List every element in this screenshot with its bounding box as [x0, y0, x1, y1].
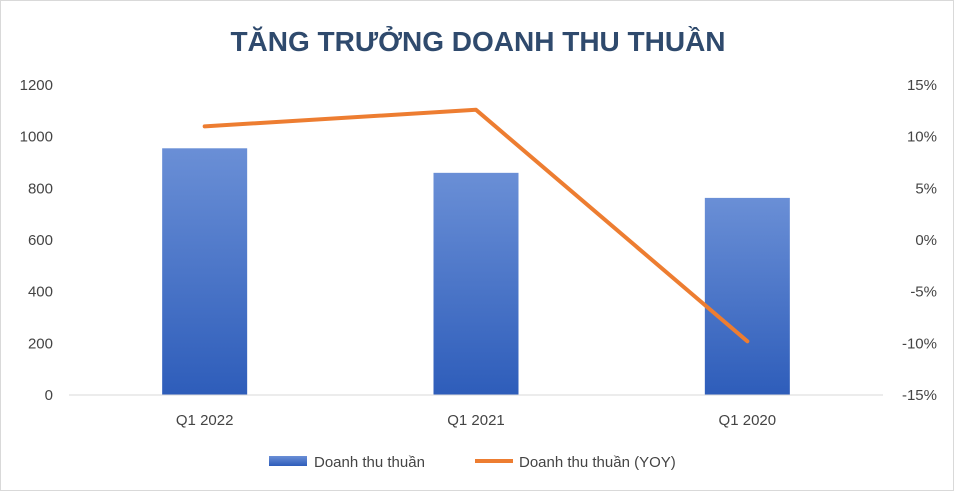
category-label: Q1 2022 [176, 412, 234, 429]
left-tick-label: 1000 [20, 129, 53, 146]
left-tick-label: 600 [28, 232, 53, 249]
bar [162, 148, 248, 395]
chart-title: TĂNG TRƯỞNG DOANH THU THUẦN [230, 25, 725, 57]
right-tick-label: 10% [907, 129, 937, 146]
legend-label-bar: Doanh thu thuần [314, 454, 425, 471]
bar [433, 172, 519, 395]
left-tick-label: 200 [28, 335, 53, 352]
category-labels: Q1 2022 Q1 2021 Q1 2020 [176, 412, 776, 429]
right-tick-label: -5% [910, 284, 937, 301]
yoy-line [202, 107, 750, 344]
yoy-line-series [202, 107, 750, 344]
left-tick-label: 1200 [20, 77, 53, 94]
bar-series [162, 148, 790, 395]
legend-swatch-bar [269, 456, 307, 466]
right-tick-label: 0% [915, 232, 937, 249]
category-label: Q1 2020 [719, 412, 777, 429]
right-axis: -15% -10% -5% 0% 5% 10% 15% [902, 77, 937, 404]
legend: Doanh thu thuần Doanh thu thuần (YOY) [269, 454, 676, 471]
left-axis: 0 200 400 600 800 1000 1200 [20, 77, 53, 404]
right-tick-label: -15% [902, 387, 937, 404]
bar [704, 197, 790, 395]
legend-label-line: Doanh thu thuần (YOY) [519, 454, 676, 471]
right-tick-label: -10% [902, 335, 937, 352]
left-tick-label: 400 [28, 284, 53, 301]
right-tick-label: 5% [915, 180, 937, 197]
left-tick-label: 0 [45, 387, 53, 404]
right-tick-label: 15% [907, 77, 937, 94]
left-tick-label: 800 [28, 180, 53, 197]
category-label: Q1 2021 [447, 412, 505, 429]
